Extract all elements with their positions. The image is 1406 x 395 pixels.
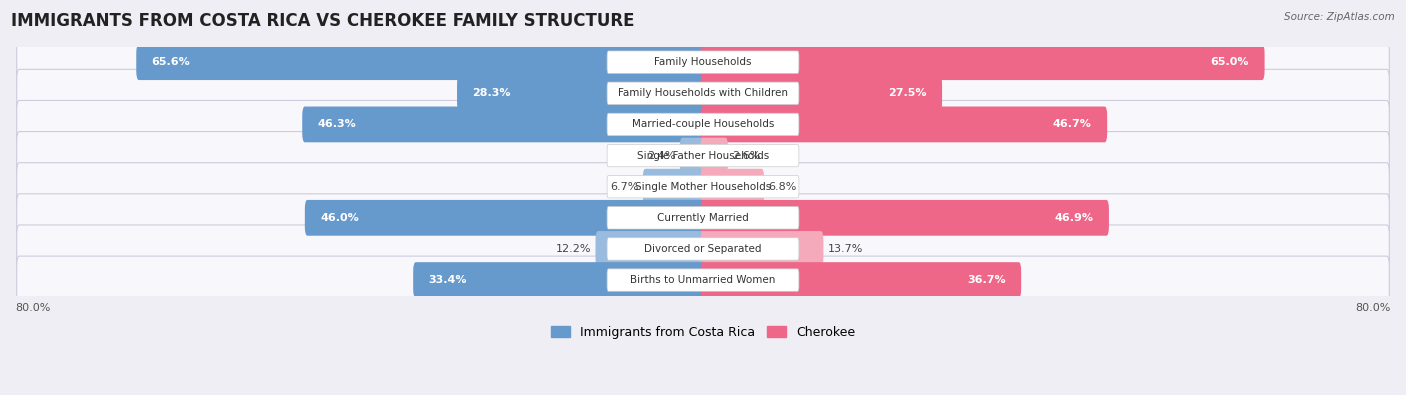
FancyBboxPatch shape [17,70,1389,117]
Text: Family Households: Family Households [654,57,752,67]
Text: 6.7%: 6.7% [610,182,638,192]
FancyBboxPatch shape [607,51,799,73]
FancyBboxPatch shape [17,256,1389,304]
Text: 46.3%: 46.3% [318,119,357,130]
Text: 80.0%: 80.0% [1355,303,1391,313]
FancyBboxPatch shape [136,44,706,80]
FancyBboxPatch shape [700,231,824,267]
FancyBboxPatch shape [596,231,706,267]
Text: 2.6%: 2.6% [733,150,761,160]
Text: IMMIGRANTS FROM COSTA RICA VS CHEROKEE FAMILY STRUCTURE: IMMIGRANTS FROM COSTA RICA VS CHEROKEE F… [11,12,634,30]
FancyBboxPatch shape [17,194,1389,242]
FancyBboxPatch shape [413,262,706,298]
FancyBboxPatch shape [643,169,706,205]
FancyBboxPatch shape [700,200,1109,236]
Text: 33.4%: 33.4% [429,275,467,285]
Text: Family Households with Children: Family Households with Children [619,88,787,98]
FancyBboxPatch shape [17,163,1389,211]
Legend: Immigrants from Costa Rica, Cherokee: Immigrants from Costa Rica, Cherokee [546,321,860,344]
FancyBboxPatch shape [700,75,942,111]
Text: 12.2%: 12.2% [555,244,591,254]
Text: Currently Married: Currently Married [657,213,749,223]
FancyBboxPatch shape [700,107,1107,142]
FancyBboxPatch shape [305,200,706,236]
FancyBboxPatch shape [17,38,1389,86]
Text: 80.0%: 80.0% [15,303,51,313]
FancyBboxPatch shape [607,269,799,291]
Text: 65.6%: 65.6% [152,57,190,67]
Text: Births to Unmarried Women: Births to Unmarried Women [630,275,776,285]
FancyBboxPatch shape [700,169,763,205]
Text: Divorced or Separated: Divorced or Separated [644,244,762,254]
FancyBboxPatch shape [700,262,1021,298]
Text: Source: ZipAtlas.com: Source: ZipAtlas.com [1284,12,1395,22]
Text: 46.9%: 46.9% [1054,213,1094,223]
FancyBboxPatch shape [607,238,799,260]
FancyBboxPatch shape [607,82,799,105]
Text: 65.0%: 65.0% [1211,57,1249,67]
FancyBboxPatch shape [700,44,1264,80]
FancyBboxPatch shape [607,175,799,198]
FancyBboxPatch shape [679,137,706,173]
FancyBboxPatch shape [302,107,706,142]
FancyBboxPatch shape [17,225,1389,273]
Text: 46.7%: 46.7% [1053,119,1091,130]
Text: 28.3%: 28.3% [472,88,510,98]
Text: 2.4%: 2.4% [647,150,675,160]
FancyBboxPatch shape [457,75,706,111]
Text: Married-couple Households: Married-couple Households [631,119,775,130]
Text: Single Mother Households: Single Mother Households [636,182,770,192]
FancyBboxPatch shape [17,132,1389,179]
Text: Single Father Households: Single Father Households [637,150,769,160]
FancyBboxPatch shape [607,113,799,135]
FancyBboxPatch shape [607,144,799,167]
Text: 46.0%: 46.0% [321,213,359,223]
FancyBboxPatch shape [17,100,1389,149]
FancyBboxPatch shape [607,207,799,229]
FancyBboxPatch shape [700,137,728,173]
Text: 36.7%: 36.7% [967,275,1005,285]
Text: 6.8%: 6.8% [768,182,797,192]
Text: 13.7%: 13.7% [828,244,863,254]
Text: 27.5%: 27.5% [889,88,927,98]
